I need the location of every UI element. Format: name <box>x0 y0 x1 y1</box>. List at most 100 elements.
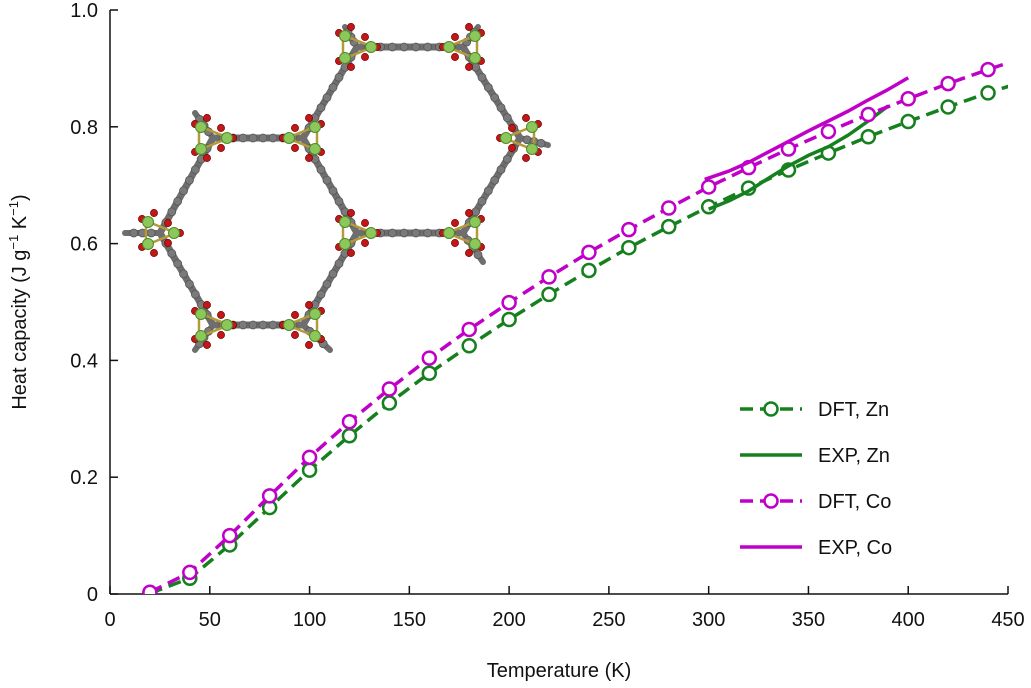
metal-cluster <box>496 114 542 162</box>
carbon-atom <box>129 228 139 238</box>
metal-atom <box>221 319 233 331</box>
carbon-atom <box>316 103 326 113</box>
oxygen-atom <box>522 154 530 162</box>
metal-atom <box>365 41 377 53</box>
carbon-atom <box>483 186 493 196</box>
oxygen-atom <box>164 239 172 247</box>
carbon-atom <box>328 269 338 279</box>
legend-marker <box>763 493 779 509</box>
metal-atom <box>526 143 538 155</box>
carbon-atom <box>473 250 483 260</box>
cluster-frame <box>197 124 233 152</box>
carbon-atom <box>399 228 409 238</box>
x-tick-label: 450 <box>991 609 1024 631</box>
oxygen-atom <box>451 33 459 41</box>
carbon-atom <box>268 133 278 143</box>
metal-atom <box>195 143 207 155</box>
carbon-atom <box>328 83 338 92</box>
oxygen-atom <box>361 239 369 247</box>
data-point <box>661 200 677 216</box>
series-line-exp-co <box>704 76 910 182</box>
metal-atom <box>526 121 538 133</box>
oxygen-atom <box>305 341 313 349</box>
x-tick-label: 250 <box>592 609 625 631</box>
carbon-atom <box>190 165 200 175</box>
metal-atom <box>365 227 377 239</box>
oxygen-atom <box>305 114 313 122</box>
data-point <box>581 262 597 279</box>
metal-cluster <box>279 114 325 162</box>
cluster-frame <box>443 219 479 247</box>
metal-atom <box>469 238 481 250</box>
legend-label: DFT, Zn <box>818 399 889 421</box>
data-point <box>900 91 916 107</box>
metal-atom <box>168 227 180 239</box>
carbon-atom <box>536 138 546 148</box>
oxygen-atom <box>305 301 313 309</box>
data-point <box>700 179 717 195</box>
carbon-atom <box>316 289 326 299</box>
carbon-atom <box>258 133 268 143</box>
data-point <box>1021 74 1031 87</box>
carbon-atom <box>238 320 248 330</box>
carbon-atom <box>167 249 177 258</box>
data-point <box>301 462 318 478</box>
metal-atom <box>339 216 351 228</box>
oxygen-atom <box>347 209 355 217</box>
metal-atom <box>195 121 207 133</box>
data-point <box>900 113 916 130</box>
carbon-atom <box>322 175 332 185</box>
x-tick-label: 350 <box>792 609 825 631</box>
x-tick-label: 400 <box>892 609 925 631</box>
x-tick-label: 300 <box>692 609 725 631</box>
metal-atom <box>469 30 481 42</box>
cluster-frame <box>144 219 180 247</box>
carbon-atom <box>502 154 512 164</box>
data-point <box>501 294 517 311</box>
y-ticks: 0 0.2 0.4 0.6 0.8 1.0 <box>70 0 118 606</box>
oxygen-atom <box>203 114 211 122</box>
carbon-atom <box>423 228 433 238</box>
metal-atom <box>443 227 455 239</box>
oxygen-atom <box>217 124 225 132</box>
x-tick-label: 150 <box>393 609 426 631</box>
data-point <box>661 218 677 235</box>
carbon-atom <box>322 93 332 102</box>
oxygen-atom <box>522 114 530 122</box>
oxygen-atom <box>465 249 473 257</box>
metal-cluster <box>439 23 485 71</box>
metal-cluster <box>191 114 237 162</box>
data-point <box>461 338 477 354</box>
axes <box>109 10 1008 595</box>
oxygen-atom <box>347 249 355 257</box>
carbon-atom <box>423 42 433 52</box>
metal-cluster <box>138 209 184 257</box>
legend-label: DFT, Co <box>818 491 891 513</box>
carbon-atom <box>477 72 487 82</box>
oxygen-atom <box>347 23 355 31</box>
y-tick-label: 0.4 <box>70 350 98 372</box>
metal-cluster <box>191 301 237 349</box>
oxygen-atom <box>465 23 473 31</box>
carbon-atom <box>399 42 409 52</box>
cluster-frame <box>197 311 233 339</box>
data-point <box>221 527 238 544</box>
oxygen-atom <box>361 219 369 227</box>
data-point <box>261 488 278 504</box>
oxygen-atom <box>291 311 299 319</box>
carbon-atom <box>258 320 268 330</box>
data-point <box>980 61 996 78</box>
metal-cluster <box>439 209 485 257</box>
oxygen-atom <box>217 331 225 339</box>
x-axis-label: Temperature (K) <box>487 660 632 682</box>
inset-linkers <box>122 24 551 353</box>
metal-atom <box>443 41 455 53</box>
carbon-atom <box>477 196 487 206</box>
metal-cluster <box>335 209 381 257</box>
carbon-atom <box>190 289 200 299</box>
metal-atom <box>142 238 154 250</box>
data-point <box>541 286 557 303</box>
oxygen-atom <box>361 33 369 41</box>
carbon-atom <box>185 175 194 185</box>
